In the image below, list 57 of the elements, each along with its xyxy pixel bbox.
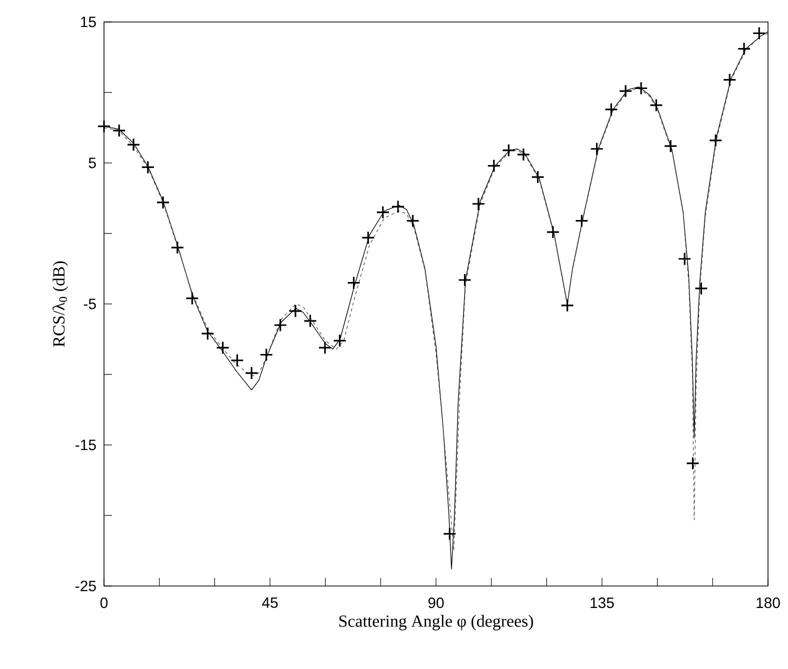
point — [230, 354, 244, 368]
point — [502, 144, 516, 158]
point — [618, 84, 632, 98]
point — [244, 366, 258, 380]
point — [332, 334, 347, 348]
point — [722, 73, 736, 87]
point — [274, 318, 288, 332]
point — [141, 160, 155, 174]
point — [678, 252, 692, 266]
x-tick-label: 90 — [428, 598, 444, 608]
y-tick-label: -25 — [76, 580, 96, 592]
point — [708, 134, 722, 148]
point — [216, 340, 230, 354]
x-tick-label: 180 — [756, 598, 780, 608]
point — [260, 348, 274, 362]
point — [531, 170, 545, 184]
y-tick-label: -15 — [76, 440, 96, 450]
point — [458, 273, 472, 287]
point — [112, 124, 126, 138]
y-tick-label: 5 — [88, 158, 96, 168]
y-tick-label: -5 — [84, 298, 96, 310]
point — [604, 102, 618, 116]
point — [288, 304, 302, 318]
point — [737, 42, 751, 56]
point — [391, 200, 405, 214]
point — [442, 527, 456, 541]
y-axis-title: RCS/λ$_{0}$ (dB) — [52, 261, 68, 347]
point — [156, 196, 170, 210]
point — [634, 81, 648, 96]
point — [346, 276, 361, 290]
point — [694, 282, 708, 296]
point — [200, 326, 214, 340]
x-tick-label: 45 — [262, 598, 278, 608]
x-tick-label: 135 — [590, 598, 614, 608]
point — [97, 120, 111, 134]
point — [574, 214, 588, 228]
point — [361, 230, 375, 244]
point — [376, 206, 390, 220]
point — [649, 98, 664, 112]
point — [546, 225, 560, 239]
point — [752, 26, 766, 40]
point — [318, 340, 332, 354]
point — [185, 292, 199, 306]
point — [664, 139, 678, 153]
point — [406, 214, 420, 228]
point — [170, 240, 184, 254]
point — [590, 142, 604, 156]
point — [126, 138, 140, 152]
x-axis-title: Scattering Angle φ (degrees) — [339, 614, 534, 630]
point — [686, 456, 700, 470]
y-tick-label: 15 — [81, 16, 96, 28]
point — [560, 298, 574, 312]
point — [487, 159, 501, 173]
x-tick-label: 0 — [100, 598, 108, 608]
point — [303, 314, 317, 328]
point — [516, 148, 530, 162]
point — [472, 197, 486, 211]
